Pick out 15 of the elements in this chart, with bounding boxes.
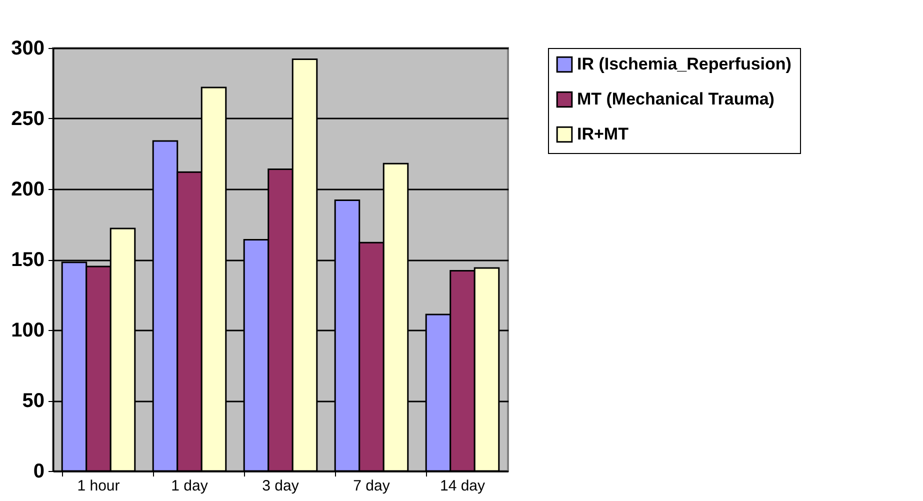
x-tick-label: 1 day — [171, 478, 208, 494]
y-tick-label: 100 — [11, 320, 44, 342]
legend-label: IR+MT — [577, 124, 630, 144]
y-tick-label: 0 — [33, 460, 44, 482]
y-tick-label: 50 — [22, 390, 44, 412]
x-tick-label: 7 day — [353, 478, 390, 494]
y-tick-label: 150 — [11, 249, 44, 271]
legend-label: IR (Ischemia_Reperfusion) — [577, 54, 792, 74]
y-tick-label: 300 — [11, 38, 44, 60]
y-tick-label: 200 — [11, 178, 44, 200]
x-tick-label: 14 day — [440, 478, 486, 494]
x-tick-label: 3 day — [262, 478, 300, 494]
y-tick-label: 250 — [11, 108, 44, 130]
x-tick-label: 1 hour — [77, 478, 120, 494]
legend-label: MT (Mechanical Trauma) — [577, 90, 774, 108]
